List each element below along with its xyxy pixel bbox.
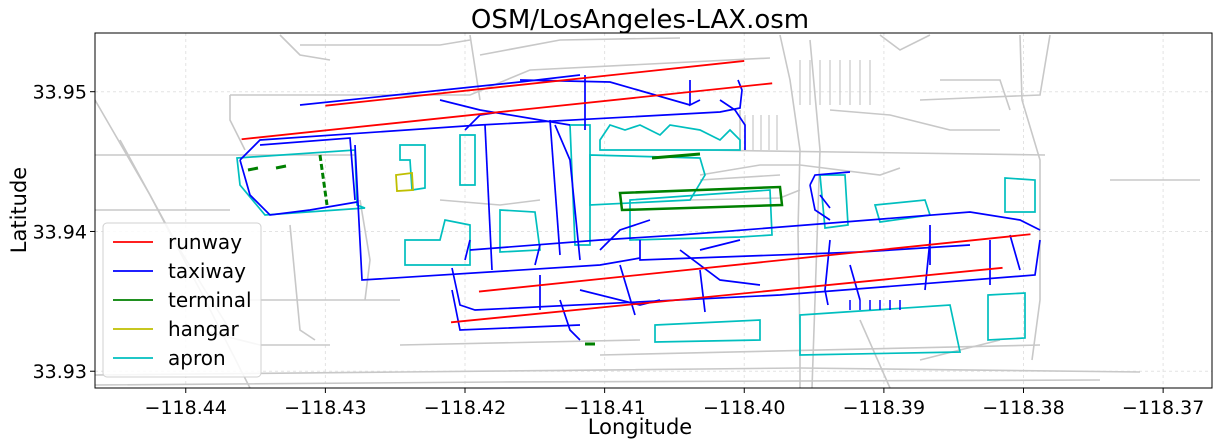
taxiway-16 bbox=[451, 289, 581, 331]
apron-8 bbox=[499, 209, 541, 253]
road-6 bbox=[279, 34, 331, 61]
taxiway-30 bbox=[809, 184, 831, 221]
apron-7 bbox=[404, 219, 471, 266]
taxiway-14 bbox=[639, 240, 971, 261]
road-7 bbox=[300, 39, 471, 46]
taxiway-32 bbox=[599, 219, 651, 251]
terminal-north bbox=[651, 152, 701, 160]
x-tick-label-6: −118.38 bbox=[982, 397, 1064, 419]
taxiway-11 bbox=[519, 79, 691, 106]
taxiway-4 bbox=[299, 74, 581, 106]
x-tick-label-5: −118.39 bbox=[843, 397, 925, 419]
taxiway-20 bbox=[619, 264, 636, 316]
road-18 bbox=[289, 224, 316, 341]
taxiway-29 bbox=[809, 171, 851, 186]
x-tick-label-0: −118.44 bbox=[145, 397, 227, 419]
road-23 bbox=[399, 339, 641, 346]
legend: runway taxiway terminal hangar apron bbox=[102, 222, 262, 378]
road-4 bbox=[230, 57, 771, 96]
taxiway-28 bbox=[824, 239, 831, 306]
taxiway-8 bbox=[549, 119, 561, 256]
terminal-small-2 bbox=[275, 164, 287, 170]
apron-12 bbox=[654, 319, 761, 343]
terminal-main bbox=[618, 185, 784, 212]
road-9 bbox=[779, 34, 801, 388]
apron-0 bbox=[236, 149, 366, 216]
apron-11 bbox=[1004, 177, 1036, 213]
taxiway-21 bbox=[699, 269, 706, 313]
y-tick-label-2: 33.95 bbox=[33, 82, 87, 104]
taxiway-13 bbox=[719, 99, 746, 150]
runway-0 bbox=[241, 82, 773, 141]
road-19 bbox=[439, 199, 541, 206]
road-5 bbox=[229, 95, 246, 151]
legend-label-hangar: hangar bbox=[168, 317, 240, 341]
chart-title: OSM/LosAngeles-LAX.osm bbox=[471, 5, 809, 35]
road-32 bbox=[699, 174, 781, 181]
legend-label-runway: runway bbox=[168, 230, 242, 254]
road-24 bbox=[829, 109, 1000, 131]
terminal-small-1 bbox=[247, 166, 259, 172]
road-22 bbox=[599, 344, 1041, 356]
runway-2 bbox=[450, 266, 1003, 324]
runway-3 bbox=[478, 233, 1031, 293]
taxiway-34 bbox=[464, 239, 471, 261]
apron-4 bbox=[599, 123, 741, 151]
x-tick-label-2: −118.42 bbox=[424, 397, 506, 419]
apron-3 bbox=[569, 124, 591, 246]
taxiway-33 bbox=[699, 239, 741, 251]
legend-box bbox=[102, 222, 262, 378]
road-11 bbox=[699, 149, 1046, 156]
taxiway-3 bbox=[354, 144, 641, 281]
road-12 bbox=[699, 164, 901, 176]
apron-9 bbox=[819, 174, 849, 229]
terminal-west bbox=[318, 154, 329, 206]
taxiway-5 bbox=[439, 99, 571, 126]
apron-6 bbox=[629, 189, 773, 241]
taxiway-31 bbox=[819, 194, 831, 209]
y-tick-label-1: 33.94 bbox=[33, 221, 87, 243]
apron-2 bbox=[459, 134, 476, 186]
x-tick-label-7: −118.37 bbox=[1122, 397, 1204, 419]
taxiway-18 bbox=[559, 299, 581, 341]
x-axis-label: Longitude bbox=[588, 415, 692, 439]
apron-14 bbox=[987, 292, 1026, 341]
taxiway-35 bbox=[534, 244, 541, 266]
y-axis-label: Latitude bbox=[7, 167, 31, 253]
taxiway-23 bbox=[679, 249, 761, 286]
plot-area: −118.44 −118.43 −118.42 −118.41 −118.40 −118.… bbox=[33, 32, 1213, 419]
road-14 bbox=[879, 34, 931, 51]
x-tick-label-4: −118.40 bbox=[703, 397, 785, 419]
hangar-building bbox=[395, 171, 414, 192]
road-10 bbox=[809, 39, 821, 389]
legend-label-apron: apron bbox=[168, 346, 226, 370]
legend-label-terminal: terminal bbox=[168, 288, 252, 312]
plot-frame bbox=[94, 32, 1213, 389]
taxiway-12 bbox=[689, 80, 701, 107]
taxiway-17 bbox=[469, 211, 1041, 251]
road-21 bbox=[94, 379, 1101, 386]
road-15 bbox=[1019, 34, 1041, 361]
apron-5 bbox=[589, 154, 706, 206]
legend-label-taxiway: taxiway bbox=[168, 259, 246, 283]
taxiway-7 bbox=[484, 124, 493, 271]
taxiway-9 bbox=[554, 124, 581, 261]
x-tick-label-1: −118.43 bbox=[284, 397, 366, 419]
road-8 bbox=[479, 37, 681, 56]
taxiway-1 bbox=[239, 159, 358, 216]
runway-1 bbox=[325, 60, 745, 107]
x-tick-label-3: −118.41 bbox=[563, 397, 645, 419]
taxiway-27 bbox=[1009, 234, 1021, 271]
road-26 bbox=[940, 79, 1011, 111]
road-17 bbox=[359, 199, 371, 301]
taxiway-0 bbox=[239, 79, 743, 161]
taxiway-2 bbox=[259, 137, 356, 201]
y-tick-label-0: 33.93 bbox=[33, 361, 87, 383]
road-16 bbox=[919, 34, 1051, 101]
